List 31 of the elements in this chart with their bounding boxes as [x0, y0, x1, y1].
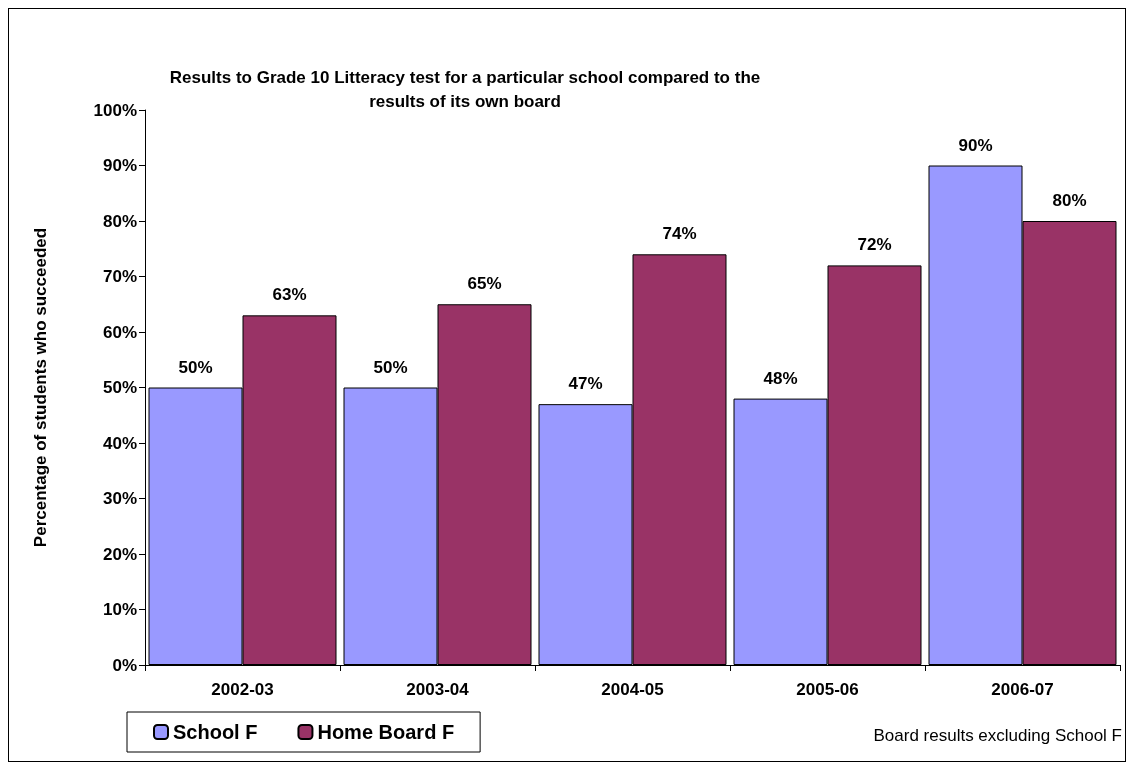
data-label: 90% — [958, 135, 993, 155]
legend-label: School F — [173, 721, 258, 743]
data-label: 48% — [763, 368, 798, 388]
y-tick-label: 0% — [112, 655, 137, 675]
x-tick-label: 2003-04 — [406, 680, 470, 699]
y-tick-label: 10% — [102, 600, 137, 619]
data-label: 47% — [568, 374, 603, 394]
data-label: 50% — [373, 357, 408, 377]
x-tick-label: 2006-07 — [991, 680, 1054, 699]
chart-title: Results to Grade 10 Litteracy test for a particular school compared to the results of its own board — [169, 67, 761, 111]
data-label: 63% — [272, 285, 307, 305]
y-tick-label: 80% — [102, 211, 137, 231]
data-label: 72% — [857, 235, 892, 255]
data-label: 80% — [1052, 191, 1087, 210]
data-label: 65% — [467, 274, 502, 294]
y-tick-label: 20% — [102, 544, 137, 564]
y-axis-title: Percentage of students who succeeded — [31, 227, 50, 548]
y-tick-label: 40% — [102, 433, 137, 453]
text: Board results excluding School F — [873, 726, 1123, 745]
data-label: 50% — [178, 357, 213, 377]
x-tick-label: 2004-05 — [601, 680, 664, 699]
y-tick-label: 90% — [102, 156, 137, 175]
y-tick-label: 70% — [102, 267, 137, 286]
y-tick-label: 30% — [102, 489, 137, 508]
y-tick-label: 100% — [93, 100, 137, 120]
legend-label: Home Board F — [317, 721, 455, 743]
y-tick-label: 50% — [102, 378, 137, 397]
y-tick-label: 60% — [102, 322, 137, 342]
data-label: 74% — [662, 224, 697, 244]
x-tick-label: 2005-06 — [796, 680, 859, 699]
x-tick-label: 2002-03 — [211, 680, 274, 699]
